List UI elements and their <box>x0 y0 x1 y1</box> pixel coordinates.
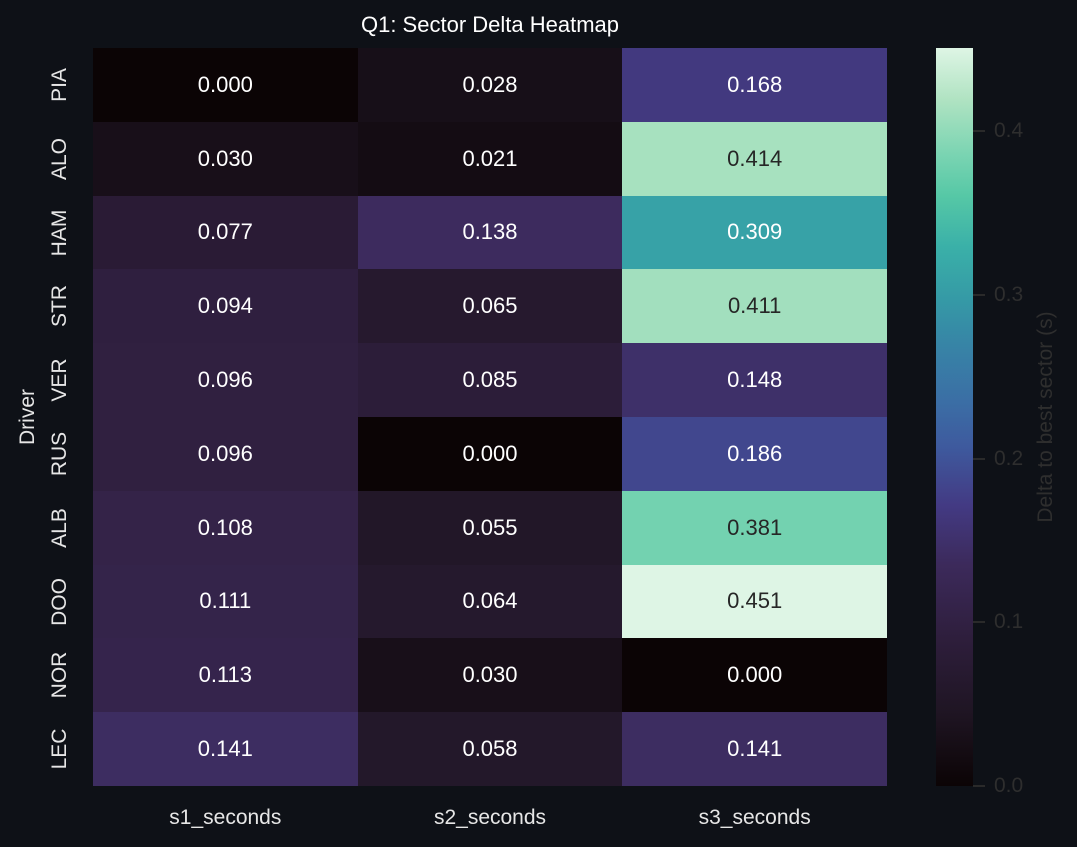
heatmap-cell: 0.058 <box>357 712 623 786</box>
heatmap-cell: 0.096 <box>93 343 358 417</box>
colorbar-tick-mark <box>973 457 985 460</box>
x-tick-label: s2_seconds <box>433 806 547 829</box>
heatmap-cell: 0.055 <box>357 490 623 565</box>
y-tick-label: VER <box>48 358 71 402</box>
y-tick-label: DOO <box>48 577 71 626</box>
heatmap-cell: 0.085 <box>357 343 623 417</box>
heatmap-cell: 0.108 <box>93 490 358 565</box>
colorbar-tick-mark <box>973 785 985 787</box>
heatmap-cell: 0.000 <box>622 638 887 713</box>
heatmap-cell: 0.028 <box>357 48 623 122</box>
heatmap-cell: 0.077 <box>93 195 358 270</box>
heatmap-cell: 0.064 <box>357 564 623 639</box>
heatmap-cell: 0.309 <box>622 195 887 270</box>
colorbar-tick-mark <box>973 621 985 624</box>
y-tick-label: ALO <box>48 137 71 180</box>
heatmap-cell: 0.113 <box>93 638 358 713</box>
heatmap-cell: 0.000 <box>357 417 623 491</box>
colorbar-tick-label: 0.2 <box>994 446 1024 470</box>
heatmap-grid: 0.000 0.028 0.168 0.030 0.021 0.414 0.077 0.138… <box>93 48 887 786</box>
heatmap-cell: 0.030 <box>357 638 623 713</box>
heatmap-cell: 0.141 <box>93 712 358 786</box>
colorbar <box>936 48 973 786</box>
heatmap-cell: 0.381 <box>622 490 887 565</box>
colorbar-tick-mark <box>973 130 985 133</box>
heatmap-cell: 0.094 <box>93 269 358 344</box>
y-tick-label: STR <box>48 285 71 328</box>
y-tick-label: HAM <box>48 209 71 256</box>
heatmap-cell: 0.021 <box>357 121 623 196</box>
chart-title: Q1: Sector Delta Heatmap <box>360 12 619 37</box>
heatmap-cell: 0.096 <box>93 417 358 491</box>
colorbar-tick-label: 0.0 <box>994 774 1024 797</box>
heatmap-cell: 0.030 <box>93 121 358 196</box>
heatmap-cell: 0.411 <box>622 269 887 344</box>
heatmap-cell: 0.451 <box>622 564 887 639</box>
y-tick-label: RUS <box>48 431 71 477</box>
y-tick-label: NOR <box>48 651 71 699</box>
colorbar-tick-label: 0.3 <box>994 283 1024 307</box>
y-tick-label: LEC <box>48 728 71 770</box>
heatmap-cell: 0.000 <box>93 48 358 122</box>
y-tick-label: PIA <box>48 67 71 102</box>
heatmap-cell: 0.186 <box>622 417 887 491</box>
heatmap-cell: 0.065 <box>357 269 623 344</box>
heatmap-cell: 0.138 <box>357 195 623 270</box>
heatmap-cell: 0.414 <box>622 121 887 196</box>
colorbar-tick-label: 0.4 <box>994 119 1024 143</box>
heatmap-cell: 0.141 <box>622 712 887 786</box>
colorbar-tick-label: 0.1 <box>994 610 1024 634</box>
heatmap-cell: 0.148 <box>622 343 887 417</box>
x-tick-label: s3_seconds <box>698 806 811 829</box>
y-axis-label: Driver <box>16 389 39 445</box>
y-tick-label: ALB <box>48 507 71 548</box>
colorbar-label: Delta to best sector (s) <box>1034 311 1057 523</box>
heatmap-cell: 0.111 <box>93 564 358 639</box>
x-tick-label: s1_seconds <box>169 806 282 829</box>
colorbar-tick-mark <box>973 294 985 297</box>
heatmap-cell: 0.168 <box>622 48 887 122</box>
